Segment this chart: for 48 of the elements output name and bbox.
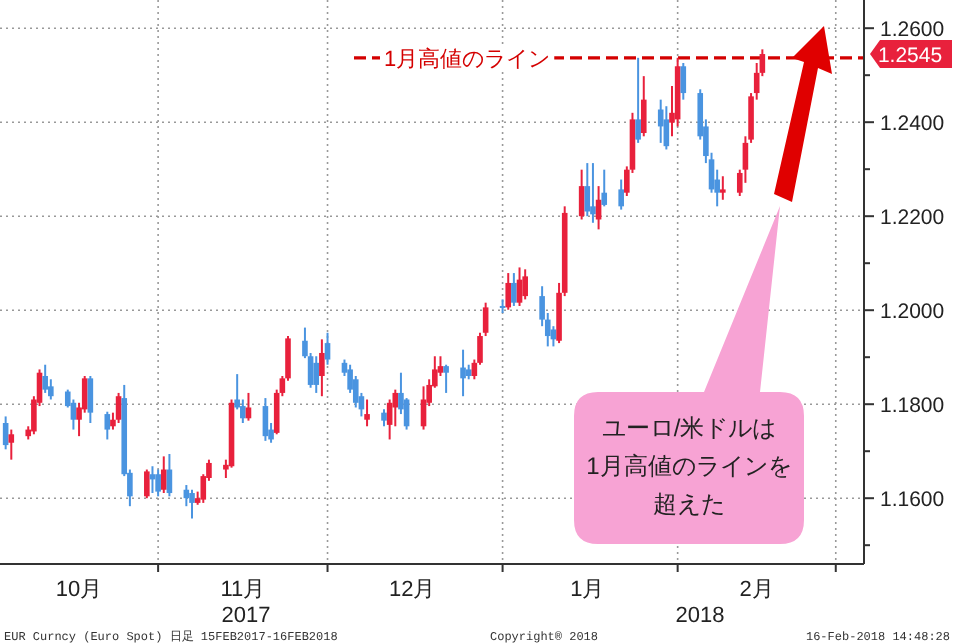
candlestick (601, 168, 608, 208)
x-tick-label: 11月 (220, 578, 266, 602)
x-tick-label: 1月 (570, 578, 605, 602)
candlestick (460, 348, 466, 398)
candlestick (511, 272, 517, 307)
candlestick (584, 162, 591, 218)
candlestick (663, 105, 670, 151)
annotation: 超えた (651, 488, 727, 522)
candlestick (657, 98, 664, 144)
candlestick (319, 338, 325, 398)
candlestick (590, 162, 596, 224)
x-tick-label: 12月 (388, 578, 436, 602)
candlestick (313, 355, 320, 394)
candlestick (364, 398, 370, 428)
candlestick (635, 56, 641, 144)
text: 2018 (675, 604, 725, 628)
candlestick (522, 268, 528, 301)
y-tick-label: 1.2600 (880, 18, 945, 43)
candlestick (640, 75, 647, 138)
candlestick (189, 488, 195, 520)
candlestick (155, 468, 161, 498)
candlestick (324, 331, 331, 366)
y-tick-label: 1.2400 (880, 112, 945, 137)
candlestick (144, 468, 150, 500)
candlestick (115, 391, 122, 424)
y-tick-label: 1.1800 (880, 394, 945, 419)
annotation: ユーロ/米ドルは (599, 412, 779, 446)
candlestick (104, 410, 111, 441)
x-tick-label: 2月 (739, 578, 774, 602)
candlestick (680, 61, 687, 101)
candlestick (443, 363, 449, 394)
candlestick (618, 178, 624, 211)
candlestick (482, 301, 489, 338)
annotation: 1月高値のラインを (584, 450, 794, 484)
candlestick (8, 428, 15, 461)
ref-line-label: 1月高値のライン (384, 45, 551, 72)
text: 2017 (221, 604, 271, 628)
candlestick (245, 391, 252, 422)
y-tick-label: 1.2000 (880, 300, 945, 325)
candlestick (42, 363, 48, 394)
candlestick (505, 272, 512, 311)
y-tick-label: 1.2200 (880, 206, 945, 231)
y-tick-label: 1.1600 (880, 488, 945, 513)
candlestick (160, 455, 167, 495)
candlestick (87, 375, 94, 424)
candlestick (720, 175, 726, 201)
x-tick-label: 10月 (55, 578, 103, 602)
text: 1.2545 (877, 44, 943, 68)
